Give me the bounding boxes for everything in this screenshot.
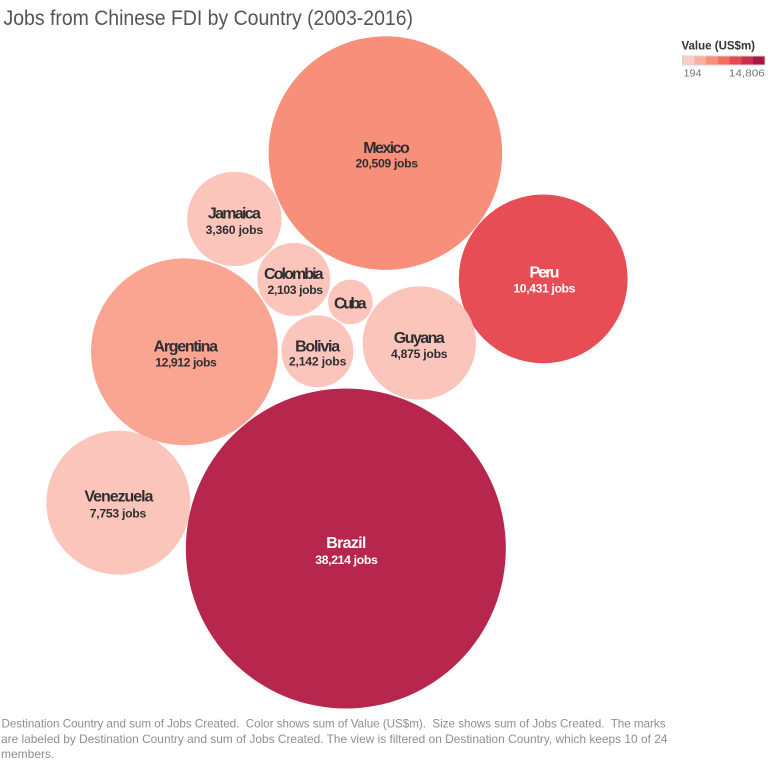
svg-text:3,360 jobs: 3,360 jobs xyxy=(206,223,264,237)
svg-text:38,214 jobs: 38,214 jobs xyxy=(315,553,378,567)
svg-text:2,103 jobs: 2,103 jobs xyxy=(268,283,324,297)
svg-text:are labeled by Destination Cou: are labeled by Destination Country and s… xyxy=(1,732,668,746)
svg-text:14,806: 14,806 xyxy=(729,69,766,80)
svg-text:Cuba: Cuba xyxy=(334,295,367,312)
svg-text:members.: members. xyxy=(1,747,54,761)
svg-text:194: 194 xyxy=(684,69,702,80)
svg-text:Colombia: Colombia xyxy=(264,266,324,283)
svg-text:Peru: Peru xyxy=(530,264,560,281)
svg-text:10,431 jobs: 10,431 jobs xyxy=(513,282,575,296)
svg-text:Brazil: Brazil xyxy=(326,535,366,552)
svg-text:20,509 jobs: 20,509 jobs xyxy=(356,157,419,171)
svg-text:Venezuela: Venezuela xyxy=(84,489,153,506)
svg-text:Mexico: Mexico xyxy=(363,140,410,157)
svg-text:4,875 jobs: 4,875 jobs xyxy=(391,347,448,361)
svg-text:7,753 jobs: 7,753 jobs xyxy=(90,506,147,520)
svg-text:Value (US$m): Value (US$m) xyxy=(682,41,756,53)
svg-text:Bolivia: Bolivia xyxy=(295,339,340,356)
svg-text:2,142 jobs: 2,142 jobs xyxy=(289,355,347,369)
svg-text:Jobs from Chinese FDI by Count: Jobs from Chinese FDI by Country (2003-2… xyxy=(4,7,414,30)
svg-text:Destination Country and sum of: Destination Country and sum of Jobs Crea… xyxy=(2,716,666,730)
svg-text:Jamaica: Jamaica xyxy=(208,206,261,223)
svg-text:Argentina: Argentina xyxy=(154,339,219,356)
svg-text:12,912 jobs: 12,912 jobs xyxy=(155,355,217,369)
svg-text:Guyana: Guyana xyxy=(394,330,445,347)
